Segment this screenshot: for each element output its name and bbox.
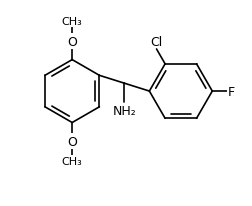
Text: CH₃: CH₃ <box>61 17 82 27</box>
Text: CH₃: CH₃ <box>61 156 82 166</box>
Text: Cl: Cl <box>150 35 162 48</box>
Text: O: O <box>67 135 77 148</box>
Text: F: F <box>227 85 234 98</box>
Text: O: O <box>67 35 77 48</box>
Text: NH₂: NH₂ <box>112 104 136 117</box>
